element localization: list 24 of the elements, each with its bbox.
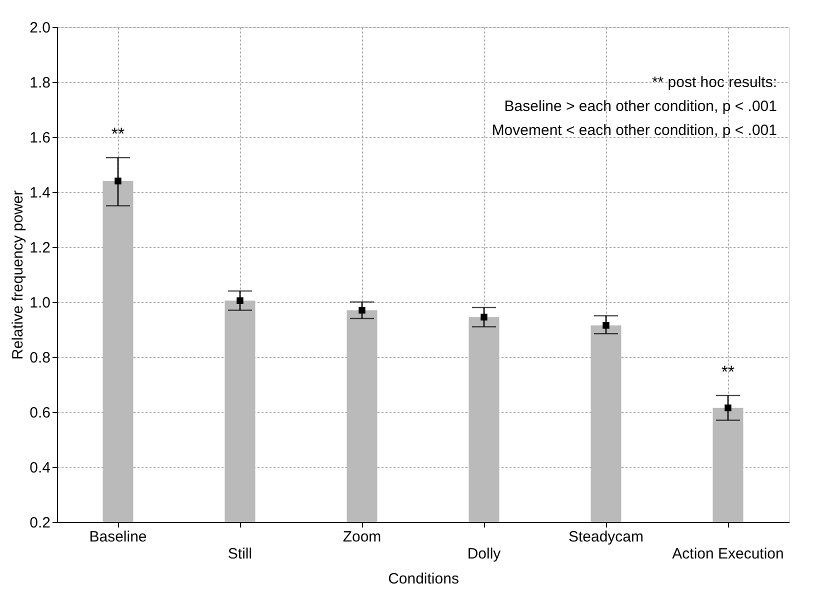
x-tick-label: Still <box>228 546 252 562</box>
x-tick-label: Baseline <box>89 528 147 546</box>
y-tick-label: 2.0 <box>30 20 50 36</box>
annotation: ** <box>111 124 125 144</box>
annotation: ** post hoc results: <box>652 74 777 91</box>
x-tick-label: Zoom <box>342 528 382 546</box>
y-tick-label: 0.4 <box>30 460 50 476</box>
y-axis-title: Relative frequency power <box>10 190 27 360</box>
x-tick-label: Steadycam <box>568 528 644 546</box>
y-tick-label: 1.2 <box>30 240 50 256</box>
x-tick-label: Dolly <box>467 546 502 562</box>
annotation: ** <box>721 362 735 382</box>
y-tick-label: 0.6 <box>30 404 50 422</box>
point <box>114 178 122 184</box>
y-tick-label: 1.8 <box>30 74 50 92</box>
y-tick-label: 1.4 <box>30 184 50 202</box>
annotation: Baseline > each other condition, p < .001 <box>504 98 777 115</box>
y-tick-label: 1.0 <box>30 294 50 312</box>
annotation: Movement < each other condition, p < .001 <box>492 122 777 139</box>
y-tick-label: 0.2 <box>30 514 50 532</box>
y-tick-label: 0.8 <box>30 350 50 366</box>
x-axis-title: Conditions <box>388 570 459 588</box>
y-tick-label: 1.6 <box>30 130 50 146</box>
x-tick-label: Action Execution <box>672 546 784 562</box>
